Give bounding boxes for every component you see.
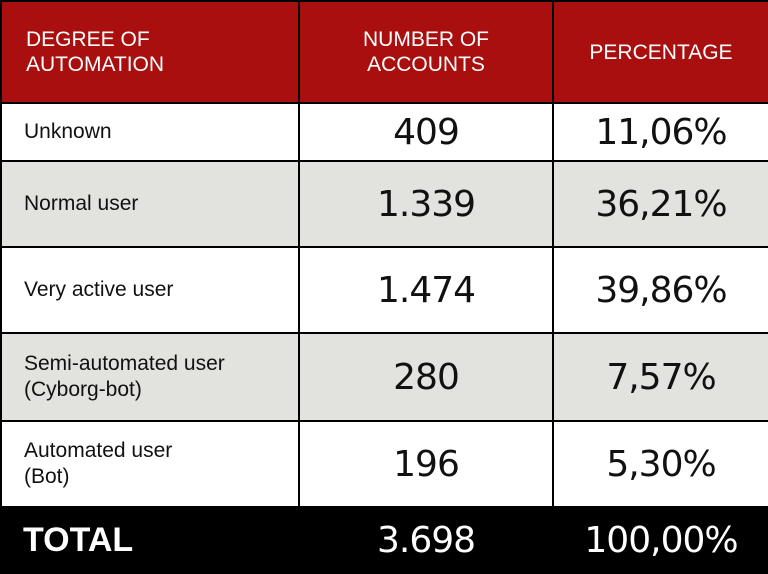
- row-accounts-very-active-user: 1.474: [298, 246, 554, 334]
- row-accounts-automated-user: 196: [298, 420, 554, 508]
- row-label-automated-line2: (Bot): [24, 465, 70, 488]
- row-label-semi-automated-line2: (Cyborg-bot): [24, 378, 142, 401]
- row-label-semi-automated-user: Semi-automated user (Cyborg-bot): [0, 332, 300, 422]
- header-degree-of-automation: DEGREE OF AUTOMATION: [0, 0, 300, 104]
- table-row-normal-user: Normal user 1.339 36,21%: [0, 160, 768, 248]
- header-percentage: PERCENTAGE: [552, 0, 768, 104]
- table-row-unknown: Unknown 409 11,06%: [0, 102, 768, 162]
- row-label-automated-line1: Automated user: [24, 439, 173, 462]
- header-accounts-line2: ACCOUNTS: [367, 53, 485, 76]
- table-row-automated-user: Automated user (Bot) 196 5,30%: [0, 420, 768, 508]
- row-label-automated-user: Automated user (Bot): [0, 420, 300, 508]
- row-percentage-semi-automated-user: 7,57%: [552, 332, 768, 422]
- total-percentage: 100,00%: [552, 506, 768, 574]
- row-percentage-automated-user: 5,30%: [552, 420, 768, 508]
- table-row-very-active-user: Very active user 1.474 39,86%: [0, 246, 768, 334]
- header-percentage-text: PERCENTAGE: [589, 40, 733, 64]
- header-degree-line1: DEGREE OF: [26, 28, 150, 51]
- header-row: DEGREE OF AUTOMATION NUMBER OF ACCOUNTS …: [0, 0, 768, 104]
- header-accounts-line1: NUMBER OF: [363, 28, 489, 51]
- row-label-unknown: Unknown: [0, 102, 300, 162]
- table-row-total: TOTAL 3.698 100,00%: [1, 506, 768, 574]
- row-label-normal-user: Normal user: [0, 160, 300, 248]
- row-percentage-normal-user: 36,21%: [552, 160, 768, 248]
- header-number-of-accounts: NUMBER OF ACCOUNTS: [298, 0, 554, 104]
- table-row-semi-automated-user: Semi-automated user (Cyborg-bot) 280 7,5…: [0, 332, 768, 422]
- total-label: TOTAL: [1, 506, 300, 574]
- total-accounts: 3.698: [298, 506, 554, 574]
- row-accounts-unknown: 409: [298, 102, 554, 162]
- row-accounts-semi-automated-user: 280: [298, 332, 554, 422]
- row-label-very-active-user: Very active user: [0, 246, 300, 334]
- header-degree-line2: AUTOMATION: [26, 53, 165, 76]
- row-percentage-unknown: 11,06%: [552, 102, 768, 162]
- row-percentage-very-active-user: 39,86%: [552, 246, 768, 334]
- row-accounts-normal-user: 1.339: [298, 160, 554, 248]
- row-label-semi-automated-line1: Semi-automated user: [24, 352, 225, 375]
